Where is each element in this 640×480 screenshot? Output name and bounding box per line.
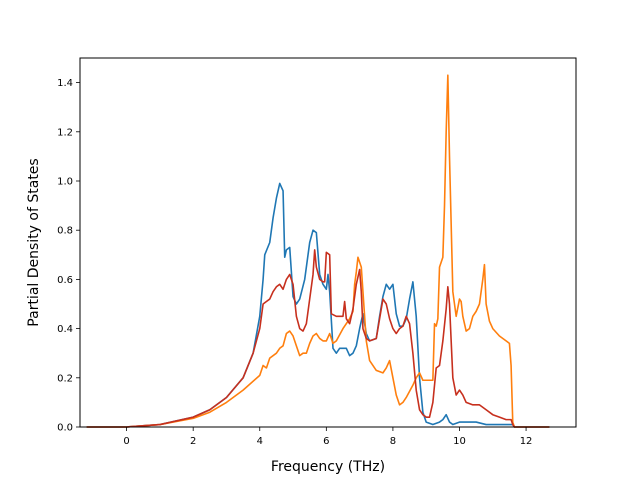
x-tick-label: 8 xyxy=(390,436,396,447)
series-line-3 xyxy=(86,249,550,428)
y-tick-label: 0.6 xyxy=(57,275,73,286)
x-axis-label: Frequency (THz) xyxy=(271,459,385,475)
y-axis-label: Partial Density of States xyxy=(26,158,42,326)
series-line-1 xyxy=(86,182,550,428)
x-tick-label: 6 xyxy=(323,436,329,447)
y-tick-label: 0.0 xyxy=(57,423,73,434)
x-tick-label: 10 xyxy=(453,436,466,447)
plot-frame xyxy=(79,57,577,428)
x-axis: 0 2 4 6 8 10 12 xyxy=(123,427,532,447)
series-layer xyxy=(86,74,550,428)
y-tick-label: 0.8 xyxy=(57,226,73,237)
y-tick-label: 1.2 xyxy=(57,127,73,138)
y-tick-label: 1.4 xyxy=(57,78,73,89)
y-tick-label: 0.2 xyxy=(57,373,73,384)
x-tick-label: 2 xyxy=(190,436,196,447)
y-tick-label: 0.4 xyxy=(57,324,73,335)
series-line-2 xyxy=(86,74,550,428)
y-tick-label: 1.0 xyxy=(57,177,73,188)
x-tick-label: 0 xyxy=(123,436,129,447)
y-axis: 0.0 0.2 0.4 0.6 0.8 1.0 1.2 1.4 xyxy=(57,78,80,434)
x-tick-label: 4 xyxy=(257,436,263,447)
x-tick-label: 12 xyxy=(520,436,533,447)
